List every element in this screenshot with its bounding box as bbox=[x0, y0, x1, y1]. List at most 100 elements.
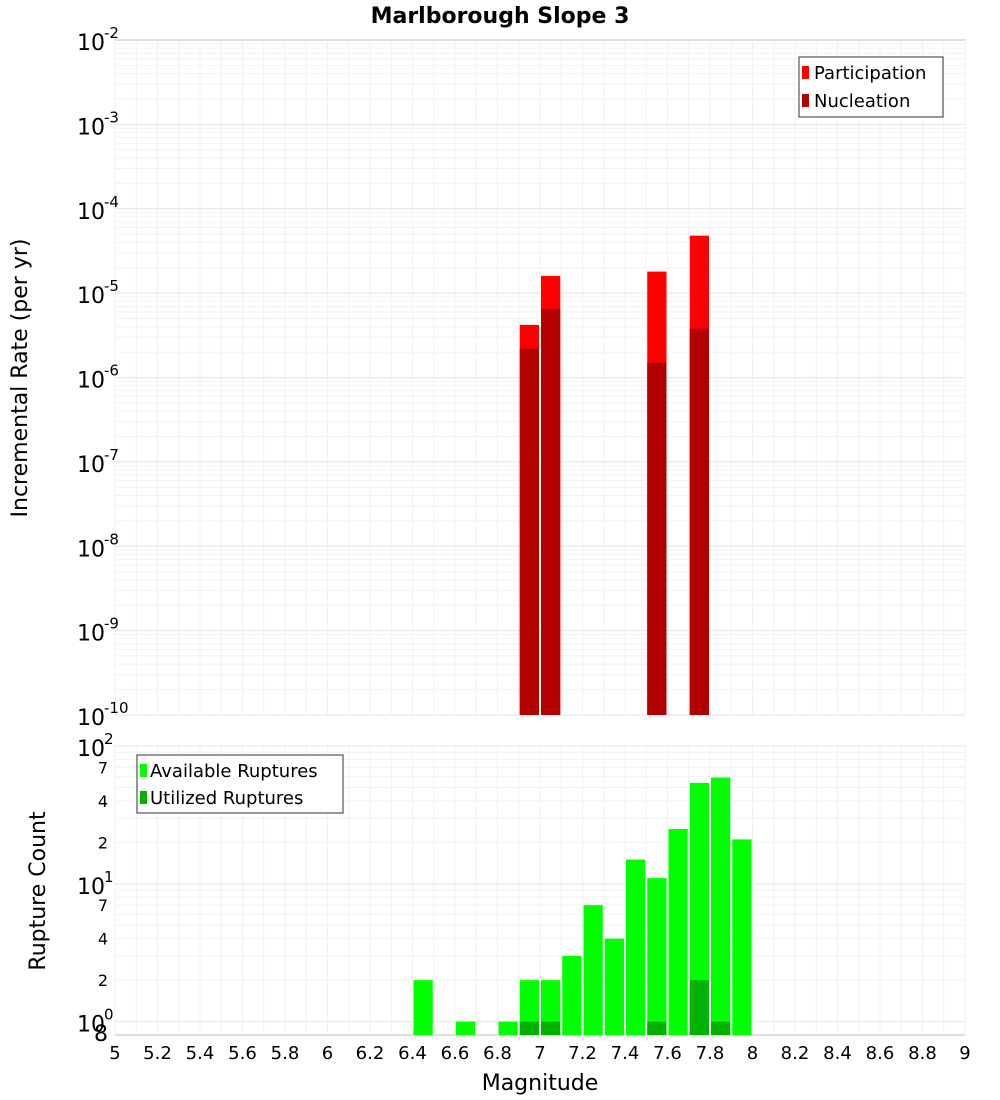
available-bar bbox=[711, 777, 731, 1035]
participation-swatch bbox=[802, 66, 809, 79]
utilized-bar bbox=[541, 1021, 561, 1035]
bottom-y-tick-base: 10 bbox=[77, 1013, 105, 1038]
top-y-tick-exp: -8 bbox=[104, 530, 119, 548]
utilized-bar bbox=[647, 1021, 667, 1035]
x-tick-label: 8.8 bbox=[908, 1043, 937, 1064]
available-bar bbox=[456, 1021, 476, 1035]
top-y-tick-exp: -10 bbox=[104, 699, 129, 717]
available-bar bbox=[583, 905, 603, 1035]
nucleation-bar bbox=[541, 308, 561, 715]
x-tick-label: 6.6 bbox=[441, 1043, 470, 1064]
x-tick-label: 8.4 bbox=[823, 1043, 852, 1064]
top-grid bbox=[114, 40, 966, 716]
available-bar bbox=[604, 938, 624, 1035]
top-legend-box bbox=[798, 56, 944, 118]
bottom-y-minor-tick: 7 bbox=[98, 758, 108, 777]
top-y-ticks: 10-210-310-410-510-610-710-810-910-10 bbox=[77, 24, 129, 731]
bottom-y-minor-tick: 4 bbox=[98, 930, 108, 949]
top-y-tick-base: 10 bbox=[77, 369, 105, 394]
top-y-tick-base: 10 bbox=[77, 284, 105, 309]
bottom-y-tick-exp: 1 bbox=[104, 868, 114, 886]
x-tick-label: 7.8 bbox=[696, 1043, 725, 1064]
nucleation-bar bbox=[689, 328, 709, 715]
bottom-y-tick-exp: 0 bbox=[104, 1006, 114, 1024]
top-y-tick-exp: -6 bbox=[104, 362, 119, 380]
top-y-tick-exp: -9 bbox=[104, 615, 119, 633]
top-panel: 10-210-310-410-510-610-710-810-910-10 In… bbox=[8, 24, 966, 731]
available-bar bbox=[413, 980, 433, 1035]
x-tick-label: 8.2 bbox=[781, 1043, 810, 1064]
available-bar bbox=[519, 980, 539, 1035]
available-bar bbox=[647, 878, 667, 1035]
available-bar bbox=[668, 828, 688, 1035]
x-tick-label: 7 bbox=[534, 1043, 545, 1064]
top-y-tick-exp: -3 bbox=[104, 108, 119, 126]
top-y-tick-base: 10 bbox=[77, 622, 105, 647]
bottom-grid bbox=[114, 745, 966, 1035]
x-tick-label: 6.8 bbox=[483, 1043, 512, 1064]
x-tick-label: 7.6 bbox=[653, 1043, 682, 1064]
bottom-y-tick-exp: 2 bbox=[104, 730, 114, 748]
top-y-axis-label: Incremental Rate (per yr) bbox=[8, 239, 33, 518]
utilized-swatch bbox=[140, 791, 147, 804]
legend-utilized: Utilized Ruptures bbox=[150, 788, 303, 809]
utilized-bar bbox=[711, 1021, 731, 1035]
bottom-y-axis-label: Rupture Count bbox=[26, 811, 51, 971]
top-y-tick-exp: -7 bbox=[104, 446, 119, 464]
top-y-tick-exp: -2 bbox=[104, 24, 119, 42]
x-tick-label: 7.2 bbox=[568, 1043, 597, 1064]
bottom-y-tick-base: 10 bbox=[77, 875, 105, 900]
nucleation-bars bbox=[519, 308, 709, 715]
nucleation-swatch bbox=[802, 94, 809, 107]
x-tick-label: 5.2 bbox=[143, 1043, 172, 1064]
nucleation-bar bbox=[647, 362, 667, 715]
available-bar bbox=[498, 1021, 518, 1035]
nucleation-bar bbox=[519, 348, 539, 715]
top-y-tick-base: 10 bbox=[77, 31, 105, 56]
top-y-tick-base: 10 bbox=[77, 200, 105, 225]
bottom-y-minor-tick: 2 bbox=[98, 971, 108, 990]
top-y-tick-base: 10 bbox=[77, 453, 105, 478]
available-swatch bbox=[140, 764, 147, 777]
bottom-y-minor-tick: 4 bbox=[98, 792, 108, 811]
x-tick-label: 5.4 bbox=[186, 1043, 215, 1064]
available-bars bbox=[413, 777, 752, 1035]
bottom-y-tick-base: 10 bbox=[77, 737, 105, 762]
bottom-y-minor-tick: 7 bbox=[98, 896, 108, 915]
x-tick-label: 9 bbox=[959, 1043, 970, 1064]
available-bar bbox=[541, 980, 561, 1035]
x-tick-label: 8.6 bbox=[866, 1043, 895, 1064]
top-legend: Participation Nucleation bbox=[798, 56, 944, 118]
x-tick-label: 7.4 bbox=[611, 1043, 640, 1064]
bottom-y-axis-bottom-label: 8 bbox=[94, 1022, 108, 1047]
x-tick-label: 6.4 bbox=[398, 1043, 427, 1064]
legend-nucleation: Nucleation bbox=[814, 91, 910, 112]
bottom-legend-box bbox=[136, 754, 344, 814]
x-tick-label: 5 bbox=[109, 1043, 120, 1064]
top-y-tick-base: 10 bbox=[77, 537, 105, 562]
top-y-tick-exp: -4 bbox=[104, 193, 119, 211]
top-y-tick-exp: -5 bbox=[104, 277, 119, 295]
x-tick-label: 8 bbox=[747, 1043, 758, 1064]
x-tick-label: 5.8 bbox=[271, 1043, 300, 1064]
x-axis-label: Magnitude bbox=[482, 1071, 599, 1096]
x-ticks: 5 5.2 5.4 5.6 5.8 6 6.2 6.4 6.6 6.8 7 7.2 7.4 7.6 7.8 8… bbox=[109, 1043, 970, 1064]
top-y-tick-base: 10 bbox=[77, 115, 105, 140]
x-tick-label: 6.2 bbox=[356, 1043, 385, 1064]
x-tick-label: 5.6 bbox=[228, 1043, 257, 1064]
top-y-tick-base: 10 bbox=[77, 706, 105, 731]
available-bar bbox=[689, 782, 709, 1035]
bottom-y-minor-tick: 2 bbox=[98, 833, 108, 852]
legend-available: Available Ruptures bbox=[150, 761, 318, 782]
utilized-bars bbox=[519, 980, 731, 1035]
legend-participation: Participation bbox=[814, 63, 926, 84]
available-bar bbox=[732, 839, 752, 1035]
available-bar bbox=[626, 859, 646, 1035]
utilized-bar bbox=[689, 980, 709, 1035]
utilized-bar bbox=[519, 1021, 539, 1035]
available-bar bbox=[562, 955, 582, 1035]
chart-title: Marlborough Slope 3 bbox=[371, 4, 630, 29]
